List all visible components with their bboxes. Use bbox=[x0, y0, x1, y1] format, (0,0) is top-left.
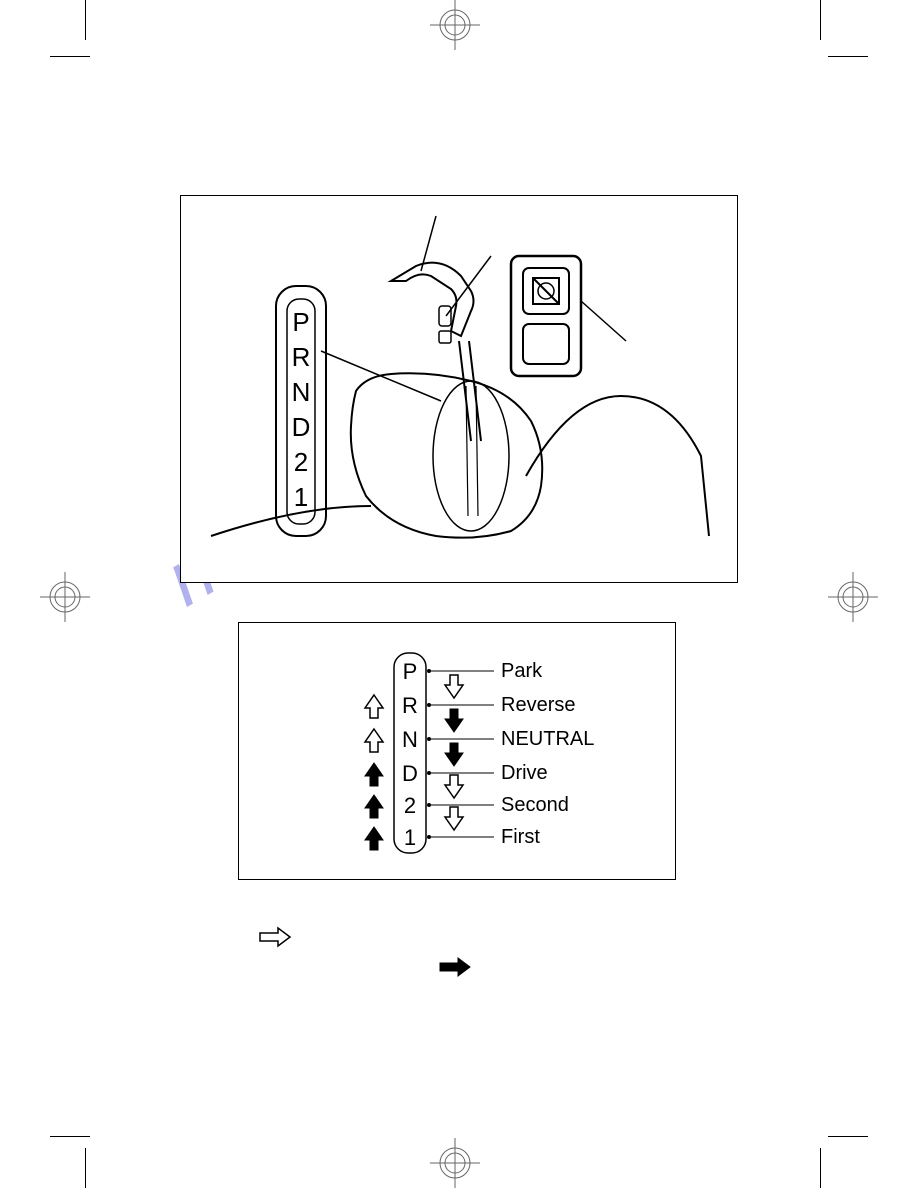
crop-mark bbox=[50, 56, 90, 57]
gear-letter-1: 1 bbox=[294, 482, 308, 512]
registration-mark-left bbox=[40, 572, 90, 622]
legend-arrows bbox=[250, 915, 550, 1000]
gear-letter-r: R bbox=[292, 342, 311, 372]
leader-r bbox=[427, 703, 494, 707]
gear-letter-d: D bbox=[292, 412, 311, 442]
arrow-up-outline-icon bbox=[365, 729, 383, 752]
pos-letter-p: P bbox=[403, 659, 418, 684]
registration-mark-top bbox=[430, 0, 480, 50]
arrow-right-outline-icon bbox=[260, 928, 290, 946]
gear-shifter-illustration: P R N D 2 1 bbox=[180, 195, 738, 583]
crop-mark bbox=[50, 1136, 90, 1137]
arrow-up-outline-icon bbox=[365, 695, 383, 718]
pos-letter-d: D bbox=[402, 761, 418, 786]
gear-position-diagram: P R N D 2 1 Park Reverse NEUTRAL Drive S… bbox=[238, 622, 676, 880]
leader-d bbox=[427, 771, 494, 775]
gear-letter-n: N bbox=[292, 377, 311, 407]
leader-1 bbox=[427, 835, 494, 839]
gear-letter-2: 2 bbox=[294, 447, 308, 477]
pos-letter-2: 2 bbox=[404, 793, 416, 818]
pos-letter-1: 1 bbox=[404, 825, 416, 850]
arrow-down-outline-icon bbox=[445, 775, 463, 798]
arrow-right-filled-icon bbox=[440, 958, 470, 976]
crop-mark bbox=[820, 1148, 821, 1188]
crop-mark bbox=[85, 0, 86, 40]
crop-mark bbox=[85, 1148, 86, 1188]
pos-label-second: Second bbox=[501, 794, 569, 816]
pos-label-park: Park bbox=[501, 660, 543, 682]
arrow-up-filled-icon bbox=[365, 827, 383, 850]
crop-mark bbox=[828, 1136, 868, 1137]
pos-label-drive: Drive bbox=[501, 762, 548, 784]
pos-label-first: First bbox=[501, 826, 540, 848]
leader-n bbox=[427, 737, 494, 741]
arrow-up-filled-icon bbox=[365, 763, 383, 786]
leader-2 bbox=[427, 803, 494, 807]
pos-letter-r: R bbox=[402, 693, 418, 718]
leader-p bbox=[427, 669, 494, 673]
crop-mark bbox=[820, 0, 821, 40]
registration-mark-right bbox=[828, 572, 878, 622]
arrow-down-outline-icon bbox=[445, 807, 463, 830]
pos-label-neutral: NEUTRAL bbox=[501, 728, 594, 750]
arrow-down-filled-icon bbox=[445, 743, 463, 766]
pos-letter-n: N bbox=[402, 727, 418, 752]
registration-mark-bottom bbox=[430, 1138, 480, 1188]
pos-label-reverse: Reverse bbox=[501, 694, 575, 716]
crop-mark bbox=[828, 56, 868, 57]
arrow-up-filled-icon bbox=[365, 795, 383, 818]
gear-letter-p: P bbox=[292, 307, 309, 337]
arrow-down-outline-icon bbox=[445, 675, 463, 698]
arrow-down-filled-icon bbox=[445, 709, 463, 732]
